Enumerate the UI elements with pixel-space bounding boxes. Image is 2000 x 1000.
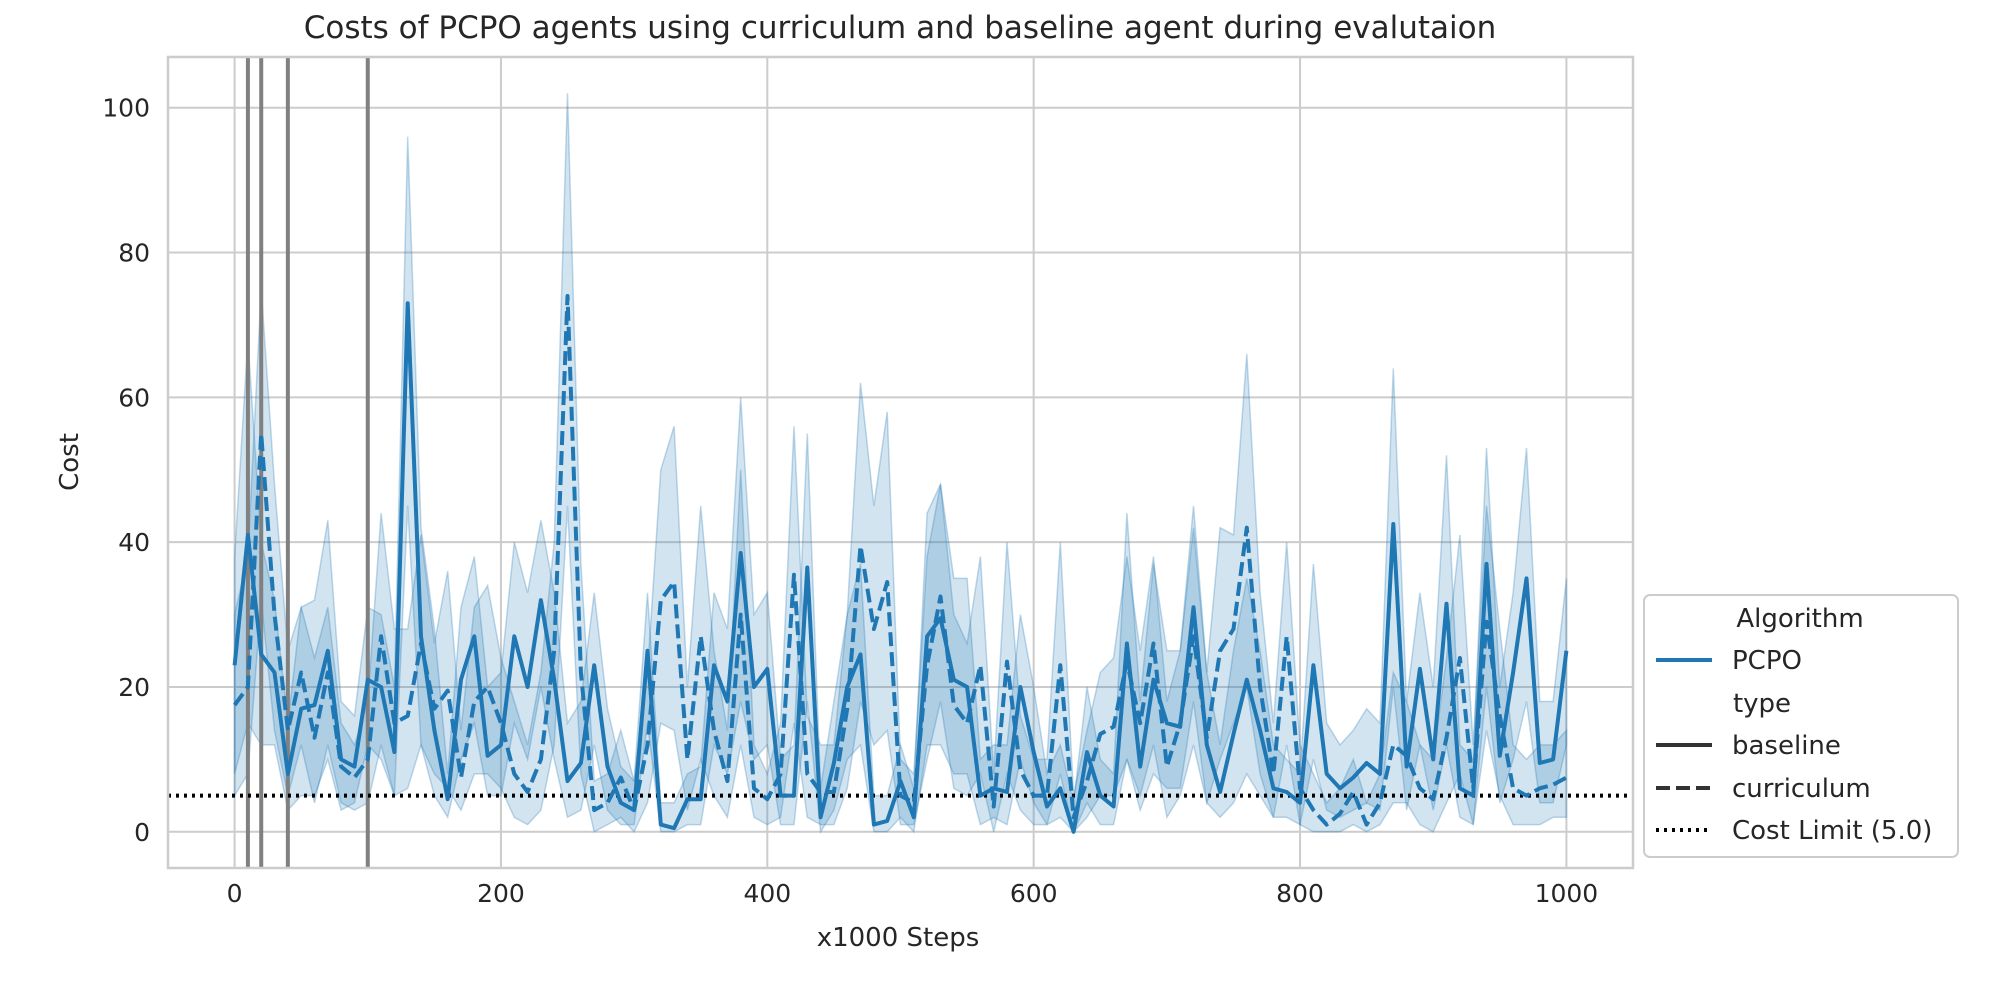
x-tick-label: 200 bbox=[477, 879, 525, 908]
x-tick-label: 600 bbox=[1010, 879, 1058, 908]
confidence-bands bbox=[233, 93, 1568, 835]
curriculum-confidence-band bbox=[233, 93, 1568, 834]
legend: Algorithm PCPO type baseline curriculum … bbox=[1643, 594, 1959, 858]
y-tick-label: 100 bbox=[102, 94, 150, 123]
x-tick-label: 0 bbox=[227, 879, 243, 908]
x-tick-label: 400 bbox=[743, 879, 791, 908]
legend-box bbox=[1643, 594, 1959, 858]
baseline-confidence-band bbox=[233, 136, 1568, 835]
y-tick-label: 80 bbox=[118, 239, 150, 268]
grid bbox=[168, 57, 1633, 868]
x-axis-label: x1000 Steps bbox=[817, 923, 980, 953]
chart-title: Costs of PCPO agents using curriculum an… bbox=[304, 10, 1497, 46]
legend-pcpo-label: PCPO bbox=[1732, 646, 1802, 676]
legend-type-header: type bbox=[1733, 689, 1791, 719]
y-tick-label: 20 bbox=[118, 673, 150, 702]
y-tick-label: 40 bbox=[118, 528, 150, 557]
series-lines bbox=[232, 294, 1569, 834]
curriculum-series-line bbox=[232, 294, 1568, 827]
y-axis-label: Cost bbox=[55, 433, 85, 491]
y-tick-label: 60 bbox=[118, 383, 150, 412]
x-tick-label: 800 bbox=[1276, 879, 1324, 908]
tick-labels: 0 200 400 600 800 1000 0 20 40 60 80 100 bbox=[102, 94, 1598, 908]
plot-frame bbox=[166, 55, 1635, 870]
x-tick-label: 1000 bbox=[1535, 879, 1599, 908]
y-tick-label: 0 bbox=[134, 818, 150, 847]
legend-curriculum-label: curriculum bbox=[1732, 774, 1871, 804]
legend-algorithm-header: Algorithm bbox=[1736, 604, 1863, 634]
legend-baseline-label: baseline bbox=[1732, 731, 1841, 761]
legend-limit-label: Cost Limit (5.0) bbox=[1732, 816, 1932, 846]
